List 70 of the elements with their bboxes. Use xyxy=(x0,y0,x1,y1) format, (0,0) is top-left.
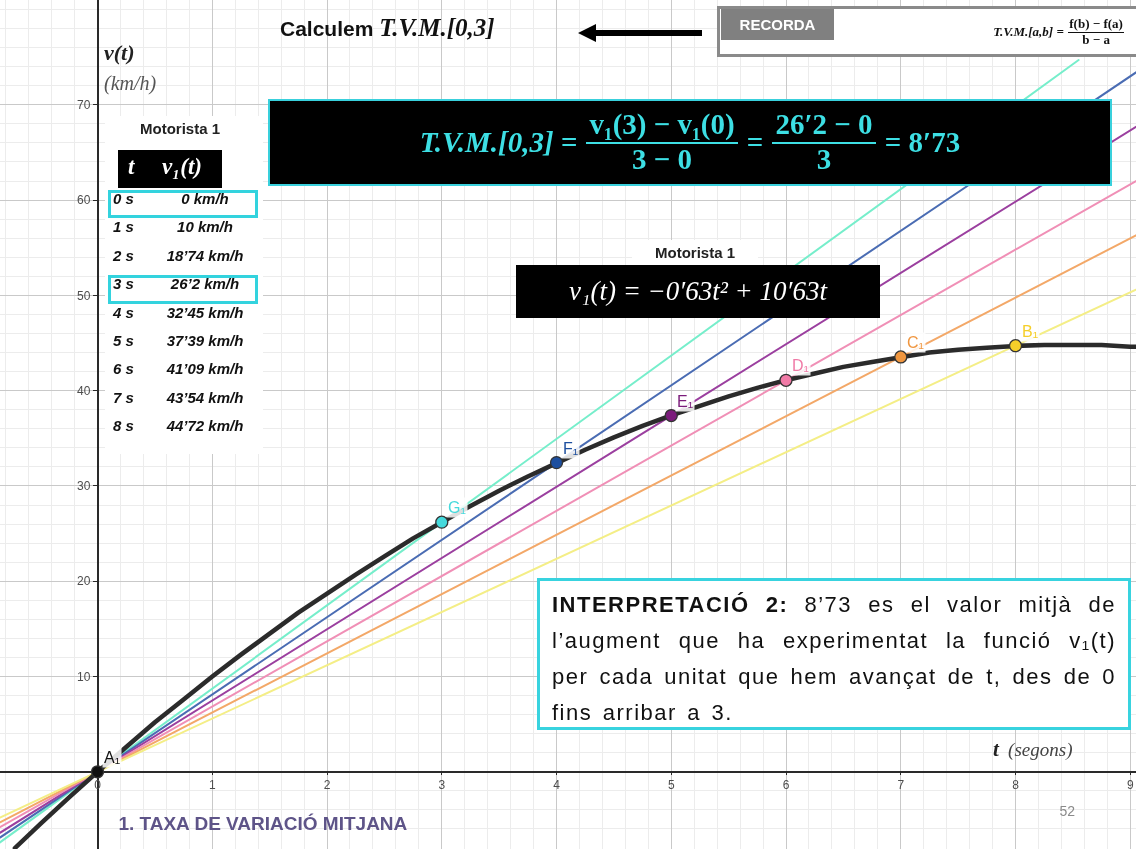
annotation: 2 s xyxy=(113,246,134,266)
annotation: E₁ xyxy=(677,393,694,410)
annotation: v₁(t) xyxy=(162,154,202,180)
annotation: 10 km/h xyxy=(176,218,234,238)
x-tick-label: 2 xyxy=(323,778,331,793)
x-tick-label: 3 xyxy=(438,778,446,793)
annotation: 26’2 km/h xyxy=(169,275,241,295)
y-tick-label: 20 xyxy=(76,574,91,589)
x-tick-label: 5 xyxy=(667,778,675,793)
x-tick-label: 6 xyxy=(782,778,790,793)
point xyxy=(664,408,678,423)
x-tick-label: 7 xyxy=(897,778,905,793)
annotation: 1 s xyxy=(113,218,134,238)
annotation: b − a xyxy=(1081,31,1111,48)
annotation: T.V.M.[a,b] = xyxy=(993,24,1064,40)
annotation: 7 s xyxy=(113,388,134,408)
annotation: 32’45 km/h xyxy=(165,303,245,323)
annotation: 43’54 km/h xyxy=(165,388,245,408)
annotation: 3 s xyxy=(113,275,134,295)
point xyxy=(549,455,564,470)
y-tick-label: 60 xyxy=(76,193,91,208)
annotation: 0 km/h xyxy=(180,190,230,209)
annotation: = xyxy=(746,126,764,159)
annotation: T.V.M.[0,3] = xyxy=(419,126,578,159)
annotation: v₁(t) = −0′63t² + 10′63t xyxy=(569,276,827,307)
annotation: 44’72 km/h xyxy=(165,417,245,437)
x-axis-title: t (segons) xyxy=(993,737,1073,761)
x-tick-label: 4 xyxy=(553,778,561,793)
annotation: f(b) − f(a) xyxy=(1067,15,1125,33)
annotation: A₁ xyxy=(104,749,121,766)
annotation: Motorista 1 xyxy=(654,244,735,261)
annotation: RECORDA xyxy=(739,16,816,33)
y-tick-label: 10 xyxy=(76,669,91,684)
annotation: G₁ xyxy=(448,499,466,516)
y-axis-title: v(t) (km/h) xyxy=(104,40,157,94)
annotation: 3 − 0 xyxy=(631,143,694,177)
x-tick-label: 1 xyxy=(208,778,216,793)
x-tick-label: 9 xyxy=(1126,778,1134,793)
annotation: F₁ xyxy=(563,440,579,457)
point xyxy=(1008,339,1023,353)
annotation: 4 s xyxy=(113,303,134,323)
point xyxy=(435,515,449,529)
point xyxy=(90,765,105,779)
annotation: 37’39 km/h xyxy=(165,332,245,351)
annotation: v₁(3) − v₁(0) xyxy=(586,107,739,144)
point xyxy=(894,350,908,364)
annotation: 0 s xyxy=(113,190,134,209)
x-tick-label: 8 xyxy=(1012,778,1020,793)
annotation: D₁ xyxy=(792,357,809,374)
annotation: Motorista 1 xyxy=(139,120,221,137)
point xyxy=(779,373,793,387)
annotation: 26′2 − 0 xyxy=(771,107,877,144)
y-tick-label: 30 xyxy=(76,479,91,494)
annotation: 18’74 km/h xyxy=(165,246,245,266)
annotation: 1. TAXA DE VARIACIÓ MITJANA xyxy=(118,813,408,834)
annotation: t xyxy=(128,154,135,180)
text: Calculem T.V.M.[0,3] xyxy=(280,14,495,41)
y-tick-label: 70 xyxy=(76,98,91,113)
y-tick-label: 50 xyxy=(76,288,91,303)
y-tick-label: 40 xyxy=(76,383,91,398)
annotation: 5 s xyxy=(113,332,134,351)
annotation: C₁ xyxy=(907,334,924,351)
annotation: 52 xyxy=(1059,803,1076,819)
annotation: 3 xyxy=(815,143,833,177)
annotation: INTERPRETACIÓ 2: 8’73 es el valor mitjà de l’augment que ha experimentat la funció v₁(t) per cada unitat que hem avançat de t, des de 0 fins arribar a 3. xyxy=(552,592,1116,725)
annotation: = 8′73 xyxy=(884,126,961,159)
annotation: 41’09 km/h xyxy=(165,360,245,380)
annotation: 6 s xyxy=(113,360,134,380)
annotation: 8 s xyxy=(113,417,134,437)
annotation: B₁ xyxy=(1022,323,1039,340)
